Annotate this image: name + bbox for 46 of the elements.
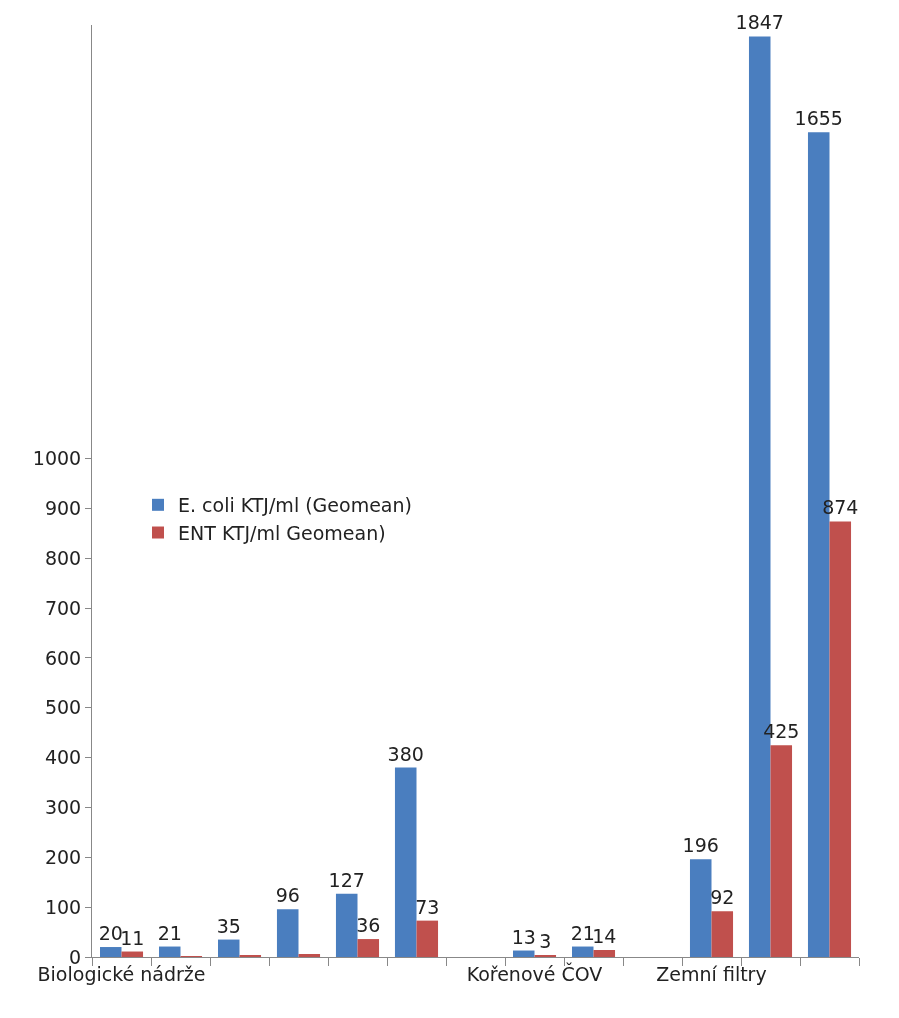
data-label: 1847 [735, 11, 784, 34]
y-tick-label: 200 [44, 845, 82, 868]
bar [276, 909, 299, 957]
bar [689, 859, 712, 957]
bar [711, 911, 734, 957]
data-label: 14 [592, 925, 617, 948]
data-label: 13 [511, 925, 536, 948]
data-label: 21 [570, 921, 595, 944]
y-tick-label: 300 [44, 796, 82, 819]
data-label: 127 [328, 868, 365, 891]
bar [335, 893, 358, 957]
bar [829, 521, 852, 957]
bar [217, 939, 240, 957]
bar [416, 920, 439, 957]
bar [512, 950, 535, 957]
bar [357, 939, 380, 957]
y-tick-label: 800 [44, 546, 82, 569]
data-label: 3 [539, 930, 552, 952]
bar [394, 767, 417, 957]
y-tick-label: 500 [44, 696, 82, 719]
data-label: 1655 [794, 107, 843, 130]
y-tick-label: 900 [44, 497, 82, 520]
data-label: 35 [216, 914, 241, 937]
y-tick-label: 700 [44, 596, 82, 619]
bar [158, 946, 181, 957]
data-label: 92 [710, 886, 735, 909]
data-label: 73 [415, 895, 440, 918]
y-tick-label: 600 [44, 646, 82, 669]
bar [298, 954, 321, 957]
bar [593, 950, 616, 957]
data-label: 20 [98, 922, 123, 945]
y-tick-label: 100 [44, 895, 82, 918]
bar [571, 946, 594, 957]
legend-label: ENT KTJ/ml Geomean) [178, 521, 386, 544]
legend-label: E. coli KTJ/ml (Geomean) [178, 494, 412, 517]
data-label: 196 [682, 834, 719, 857]
bar [770, 745, 793, 957]
data-label: 36 [356, 914, 381, 937]
data-label: 96 [275, 884, 300, 907]
y-tick-label: 1000 [32, 447, 82, 470]
y-tick-label: 400 [44, 746, 82, 769]
x-tick-label: Zemní filtry [656, 962, 767, 985]
x-tick-label: Kořenové ČOV [466, 961, 603, 985]
bar [99, 947, 122, 957]
data-label: 21 [157, 921, 182, 944]
data-label: 380 [387, 742, 424, 765]
